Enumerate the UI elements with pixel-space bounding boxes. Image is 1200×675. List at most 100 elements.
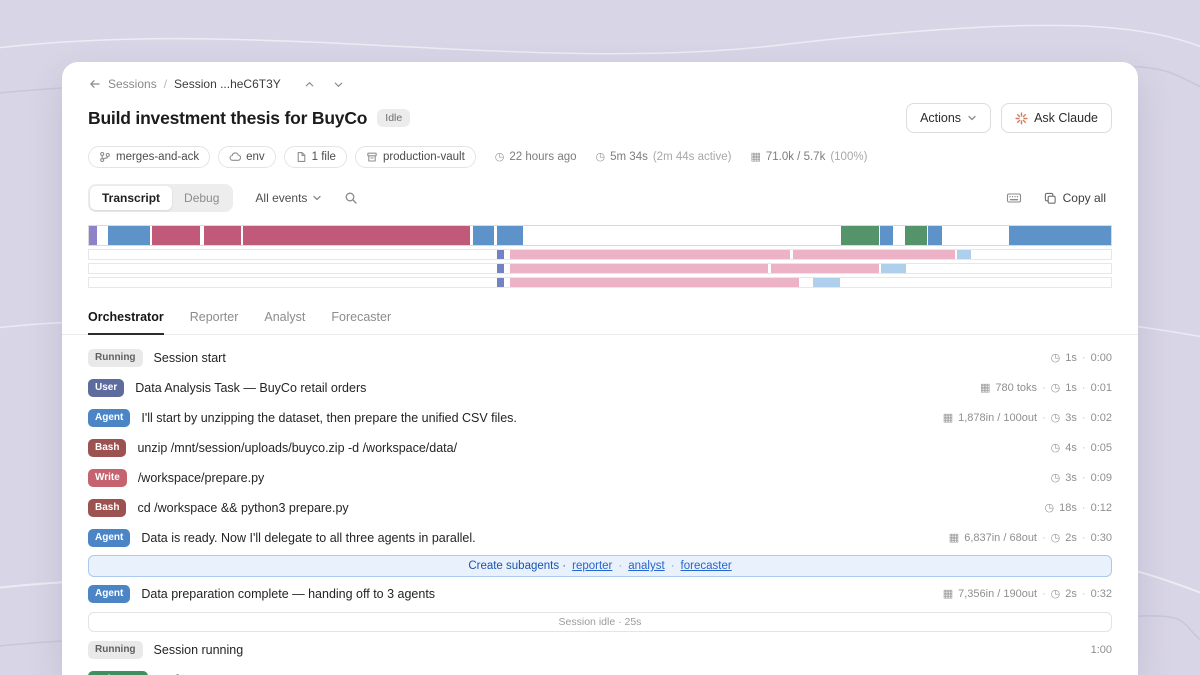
- link-forecaster[interactable]: forecaster: [680, 560, 732, 572]
- event-meta: 1:00: [1090, 644, 1112, 656]
- timeline-track-analyst[interactable]: [88, 263, 1112, 274]
- event-row-idle: Session idle · 25s: [88, 609, 1112, 635]
- files-chip[interactable]: 1 file: [283, 146, 347, 168]
- clock-icon: ◷: [1050, 381, 1061, 394]
- timeline-segment[interactable]: [496, 226, 524, 245]
- timeline-segment[interactable]: [496, 250, 504, 259]
- timeline-segment[interactable]: [89, 226, 98, 245]
- env-chip-label: env: [246, 151, 265, 163]
- session-prev-button[interactable]: [304, 79, 315, 90]
- breadcrumb: Sessions / Session ...heC6T3Y: [88, 62, 1112, 91]
- event-row-agent-delegate[interactable]: Agent Data is ready. Now I'll delegate t…: [88, 523, 1112, 553]
- clock-icon: ◷: [1050, 531, 1061, 544]
- agent-tab-orchestrator[interactable]: Orchestrator: [88, 306, 164, 335]
- clock-icon: ◷: [1044, 501, 1055, 514]
- view-toggle: Transcript Debug: [88, 184, 234, 212]
- tab-transcript[interactable]: Transcript: [90, 186, 173, 210]
- stat-duration-note: (2m 44s active): [652, 151, 732, 163]
- agent-tab-forecaster[interactable]: Forecaster: [331, 306, 391, 334]
- timeline-segment[interactable]: [793, 250, 955, 259]
- search-button[interactable]: [344, 191, 358, 205]
- event-text: /workspace/prepare.py: [137, 471, 265, 485]
- timeline-segment[interactable]: [496, 264, 504, 273]
- timeline-segment[interactable]: [108, 226, 151, 245]
- timeline-segment[interactable]: [510, 264, 768, 273]
- stat-duration-value: 5m 34s: [610, 151, 648, 163]
- timeline-segment[interactable]: [243, 226, 471, 245]
- timeline-segment[interactable]: [770, 264, 879, 273]
- event-badge: Agent: [88, 409, 131, 427]
- agent-tab-analyst[interactable]: Analyst: [264, 306, 305, 334]
- timeline-segment[interactable]: [152, 226, 201, 245]
- event-row-bash-run[interactable]: Bash cd /workspace && python3 prepare.py…: [88, 493, 1112, 523]
- keyboard-button[interactable]: [1006, 191, 1022, 205]
- timeline-segment[interactable]: [510, 278, 800, 287]
- timeline-track-main[interactable]: [88, 225, 1112, 246]
- tokens-icon: ▦: [948, 531, 960, 544]
- breadcrumb-sessions[interactable]: Sessions: [108, 77, 157, 91]
- timeline-segment[interactable]: [204, 226, 242, 245]
- timer-icon: ◷: [595, 150, 606, 163]
- session-window: Sessions / Session ...heC6T3Y Build inve…: [62, 62, 1138, 675]
- event-meta: ▦ 7,356in / 190out · ◷ 2s · 0:32: [942, 587, 1112, 600]
- search-icon: [344, 191, 358, 205]
- agent-tab-reporter[interactable]: Reporter: [190, 306, 239, 334]
- timeline-segment[interactable]: [904, 226, 928, 245]
- session-timeline: [88, 225, 1112, 288]
- vault-chip[interactable]: production-vault: [354, 146, 476, 168]
- tab-debug[interactable]: Debug: [172, 186, 231, 210]
- clock-icon: ◷: [1050, 411, 1061, 424]
- timeline-segment[interactable]: [510, 250, 791, 259]
- session-next-button[interactable]: [333, 79, 344, 90]
- event-row-agent-handoff[interactable]: Agent Data preparation complete — handin…: [88, 579, 1112, 609]
- timeline-segment[interactable]: [496, 278, 504, 287]
- timeline-segment[interactable]: [928, 226, 943, 245]
- timeline-segment[interactable]: [956, 250, 971, 259]
- branch-chip[interactable]: merges-and-ack: [88, 146, 211, 168]
- events-filter-dropdown[interactable]: All events: [249, 190, 328, 206]
- ask-claude-button-label: Ask Claude: [1034, 111, 1098, 125]
- timeline-segment[interactable]: [841, 226, 879, 245]
- tokens-icon: ▦: [942, 587, 954, 600]
- timeline-segment[interactable]: [473, 226, 494, 245]
- event-row-bash-unzip[interactable]: Bash unzip /mnt/session/uploads/buyco.zi…: [88, 433, 1112, 463]
- actions-button-label: Actions: [920, 111, 962, 125]
- clock-icon: ◷: [1050, 587, 1061, 600]
- event-row-write-file[interactable]: Write /workspace/prepare.py ◷ 3s · 0:09: [88, 463, 1112, 493]
- event-row-session-start[interactable]: Running Session start ◷ 1s · 0:00: [88, 343, 1112, 373]
- event-row-session-running[interactable]: Running Session running 1:00: [88, 635, 1112, 665]
- timeline-track-reporter[interactable]: [88, 249, 1112, 260]
- stat-last-active: ◷ 22 hours ago: [495, 151, 577, 163]
- link-analyst[interactable]: analyst: [628, 560, 665, 572]
- stat-tokens: ▦ 71.0k / 5.7k (100%): [750, 151, 867, 163]
- copy-icon: [1044, 192, 1057, 205]
- clock-icon: ◷: [1050, 351, 1061, 364]
- clock-icon: ◷: [1050, 471, 1061, 484]
- timeline-segment[interactable]: [812, 278, 841, 287]
- cloud-icon: [229, 151, 242, 163]
- timeline-track-forecaster[interactable]: [88, 277, 1112, 288]
- event-meta: ◷ 18s · 0:12: [1044, 501, 1112, 514]
- timeline-segment[interactable]: [1008, 226, 1111, 245]
- link-reporter[interactable]: reporter: [572, 560, 613, 572]
- back-button[interactable]: [88, 78, 101, 90]
- actions-button[interactable]: Actions: [906, 103, 992, 133]
- event-badge: Running: [88, 641, 143, 659]
- timeline-segment[interactable]: [881, 264, 906, 273]
- event-row-user-task[interactable]: User Data Analysis Task — BuyCo retail o…: [88, 373, 1112, 403]
- chevron-down-icon: [967, 113, 977, 123]
- ask-claude-button[interactable]: Ask Claude: [1001, 103, 1112, 133]
- transcript-toolbar: Transcript Debug All events Copy all: [88, 184, 1112, 212]
- copy-all-button[interactable]: Copy all: [1038, 190, 1112, 206]
- event-meta: ◷ 3s · 0:09: [1050, 471, 1112, 484]
- event-row-subagent-forecaster[interactable]: Subagent ← forecaster (sthr_01K…YbEf) 1:…: [88, 665, 1112, 675]
- event-meta: ▦ 6,837in / 68out · ◷ 2s · 0:30: [948, 531, 1112, 544]
- env-chip[interactable]: env: [218, 146, 276, 168]
- events-filter-label: All events: [255, 191, 308, 205]
- create-subagents-banner: Create subagents · reporter · analyst · …: [88, 555, 1112, 577]
- event-row-agent-message[interactable]: Agent I'll start by unzipping the datase…: [88, 403, 1112, 433]
- event-text: Session running: [153, 643, 244, 657]
- event-meta: ▦ 1,878in / 100out · ◷ 3s · 0:02: [942, 411, 1112, 424]
- timeline-segment[interactable]: [880, 226, 894, 245]
- title-row: Build investment thesis for BuyCo Idle A…: [88, 103, 1112, 133]
